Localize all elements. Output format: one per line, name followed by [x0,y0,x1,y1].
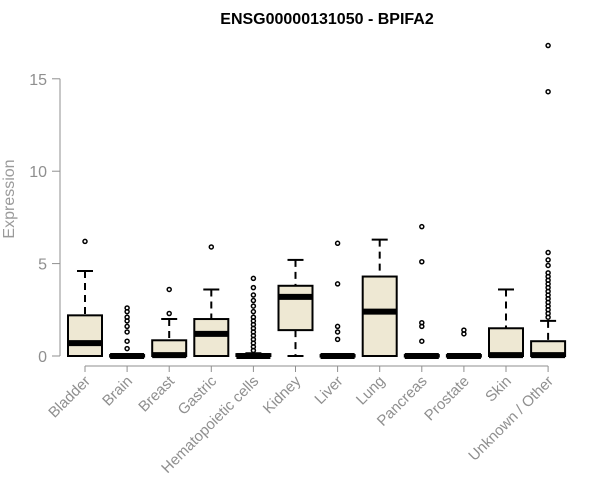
x-tick-label: Breast [135,372,178,415]
box-hematopoietic-cells [235,275,272,359]
outlier-point [250,275,257,282]
box-liver [319,240,356,359]
outlier-point [545,270,551,276]
outlier-point [124,329,130,335]
outlier-point [250,308,257,315]
box-unknown-other [530,42,567,359]
outlier-point [545,257,551,263]
outlier-point [208,244,215,250]
outlier-point [545,42,551,49]
outlier-point [334,240,341,247]
iqr-box [67,314,103,357]
iqr-box [277,284,314,332]
outlier-point [334,329,341,335]
box-pancreas [403,223,440,359]
outlier-point [250,284,257,291]
outlier-point [250,297,257,304]
outlier-point [545,249,551,256]
outlier-point [419,223,425,230]
x-tick-label: Prostate [421,373,473,425]
box-breast [151,286,188,359]
outlier-point [461,327,467,333]
outlier-point [334,323,341,330]
outlier-point [250,292,257,298]
outlier-point [250,314,257,320]
y-tick-label: 10 [29,164,47,181]
box-bladder [67,238,103,357]
x-tick-label: Lung [353,373,389,409]
outlier-point [82,238,88,245]
iqr-box [488,327,524,357]
outlier-point [419,259,425,265]
outlier-point [419,338,425,344]
axes: 0 5 10 15 [29,72,549,372]
x-tick-label: Skin [482,373,515,406]
outlier-point [419,319,425,326]
outlier-point [166,310,172,317]
y-tick-label: 5 [38,257,47,274]
box-brain [109,305,146,359]
x-tick-label: Kidney [260,372,305,417]
outlier-point [545,262,551,269]
x-tick-label: Liver [311,373,346,408]
y-axis-label: Expression [1,159,18,238]
y-tick-label: 0 [38,349,47,366]
box-kidney [277,258,314,357]
outlier-point [166,286,172,293]
outlier-point [124,338,130,344]
outlier-point [334,281,341,287]
outlier-point [124,345,130,352]
outlier-point [545,88,551,95]
y-tick-label: 15 [29,72,47,89]
box-prostate [445,327,482,359]
box-group [67,42,567,359]
outlier-point [334,336,341,343]
outlier-point [124,305,130,311]
x-tick-label: Brain [99,373,136,410]
x-tick-label: Bladder [45,373,94,422]
outlier-point [124,314,130,320]
box-lung [361,238,398,358]
box-gastric [193,244,230,358]
outlier-point [124,323,130,330]
outlier-point [250,303,257,309]
chart-title: ENSG00000131050 - BPIFA2 [220,11,434,28]
iqr-box [193,318,230,358]
box-skin [488,288,524,359]
iqr-box [361,275,398,358]
